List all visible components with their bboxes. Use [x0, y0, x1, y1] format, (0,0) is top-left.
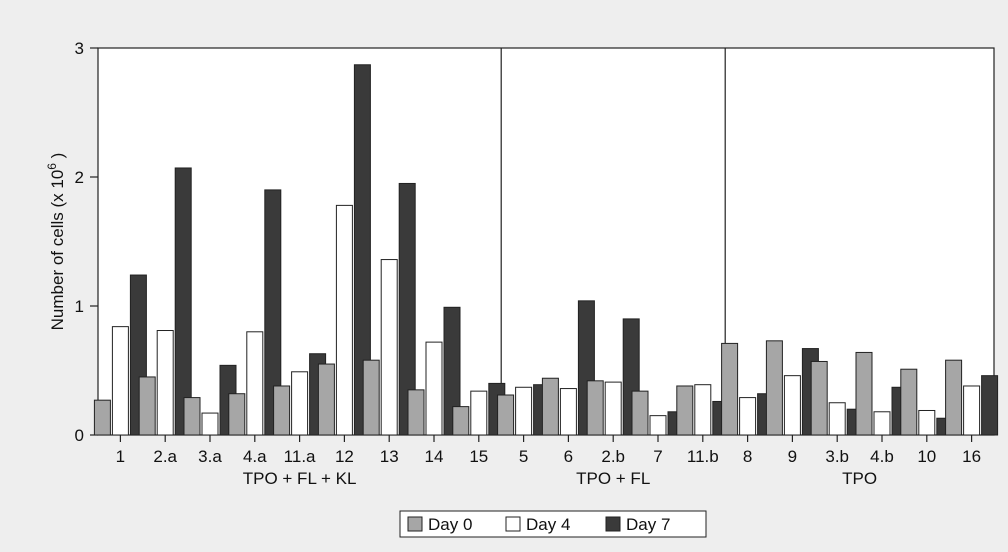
bar-day-4 — [246, 331, 264, 436]
bar-day-0 — [273, 385, 291, 436]
bar-day-4 — [828, 402, 846, 436]
bar-day-0 — [855, 351, 873, 436]
bar-day-0 — [407, 389, 425, 436]
legend-box — [399, 510, 707, 538]
x-tick-label: 14 — [425, 447, 444, 466]
bar-day-4 — [111, 326, 129, 436]
legend-label: Day 7 — [626, 515, 670, 534]
bar-day-7 — [264, 189, 282, 436]
bar-day-0 — [541, 377, 559, 436]
bar-day-0 — [497, 394, 515, 436]
bar-day-4 — [918, 409, 936, 436]
bar-day-0 — [317, 363, 335, 436]
group-label: TPO — [842, 469, 877, 488]
y-tick-label: 2 — [75, 168, 84, 187]
x-tick-label: 4.a — [243, 447, 267, 466]
bar-day-4 — [873, 411, 891, 436]
bar-day-0 — [900, 368, 918, 436]
legend-swatch-day-7 — [605, 516, 621, 532]
y-axis-title-superscript: 6 — [45, 163, 59, 170]
x-tick-label: 8 — [743, 447, 752, 466]
x-tick-label: 6 — [564, 447, 573, 466]
y-axis-title: Number of cells (x 106 ) — [45, 153, 67, 331]
bar-day-7 — [981, 375, 999, 436]
bar-day-0 — [138, 376, 156, 436]
bar-day-4 — [649, 415, 667, 436]
bar-day-4 — [515, 386, 533, 436]
x-tick-label: 4.b — [870, 447, 894, 466]
x-tick-label: 13 — [380, 447, 399, 466]
bar-day-4 — [291, 371, 309, 436]
x-tick-label: 2.a — [153, 447, 177, 466]
x-tick-label: 11.b — [687, 447, 719, 466]
x-tick-label: 9 — [788, 447, 797, 466]
y-tick-label: 1 — [75, 297, 84, 316]
group-label: TPO + FL — [576, 469, 650, 488]
bar-day-4 — [425, 341, 443, 436]
group-label: TPO + FL + KL — [243, 469, 357, 488]
bar-day-7 — [443, 306, 461, 436]
y-tick-label: 3 — [75, 39, 84, 58]
bar-day-0 — [721, 342, 739, 436]
bar-day-7 — [398, 182, 416, 436]
bar-day-0 — [765, 340, 783, 436]
y-axis-title-end: ) — [48, 153, 67, 163]
bar-day-7 — [353, 64, 371, 436]
bar-day-4 — [604, 381, 622, 436]
bar-day-7 — [174, 167, 192, 436]
bar-day-4 — [963, 385, 981, 436]
x-tick-label: 12 — [335, 447, 354, 466]
x-tick-label: 3.b — [825, 447, 849, 466]
bar-day-0 — [631, 390, 649, 436]
x-tick-label: 10 — [917, 447, 936, 466]
bar-day-4 — [694, 384, 712, 436]
bar-day-0 — [810, 360, 828, 436]
x-tick-label: 16 — [962, 447, 981, 466]
bar-day-0 — [945, 359, 963, 436]
bar-day-4 — [739, 397, 757, 436]
x-tick-label: 5 — [519, 447, 528, 466]
bar-day-4 — [559, 388, 577, 436]
bar-day-0 — [228, 393, 246, 436]
x-tick-label: 1 — [116, 447, 125, 466]
legend-swatch-day-0 — [407, 516, 423, 532]
bar-day-4 — [470, 390, 488, 436]
bar-day-0 — [93, 399, 111, 436]
bar-day-0 — [676, 385, 694, 436]
bar-day-4 — [783, 375, 801, 436]
x-tick-label: 2.b — [601, 447, 625, 466]
bar-day-0 — [586, 380, 604, 436]
bar-day-4 — [380, 259, 398, 436]
x-tick-label: 15 — [469, 447, 488, 466]
legend-label: Day 0 — [428, 515, 472, 534]
bar-day-4 — [335, 204, 353, 436]
bar-day-4 — [201, 412, 219, 436]
bar-day-0 — [452, 406, 470, 436]
x-tick-label: 7 — [653, 447, 662, 466]
y-tick-label: 0 — [75, 426, 84, 445]
y-axis-title-main: Number of cells (x 10 — [48, 170, 67, 331]
legend-label: Day 4 — [526, 515, 570, 534]
legend-swatch-day-4 — [505, 516, 521, 532]
bar-day-0 — [183, 397, 201, 436]
x-tick-label: 3.a — [198, 447, 222, 466]
bar-day-4 — [156, 330, 174, 436]
x-tick-label: 11.a — [284, 447, 316, 466]
bar-day-0 — [362, 359, 380, 436]
